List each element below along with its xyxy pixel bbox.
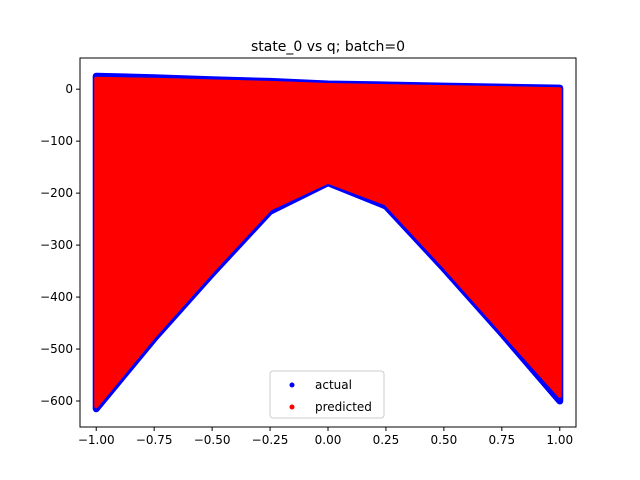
legend-label-predicted: predicted — [315, 400, 372, 414]
y-tick-label: −400 — [40, 290, 73, 304]
legend-label-actual: actual — [315, 378, 352, 392]
x-tick-label: 0.25 — [373, 433, 400, 447]
y-tick-label: 0 — [65, 82, 73, 96]
y-axis: 0 −100 −200 −300 −400 −500 −600 — [40, 82, 80, 408]
plot-area: −1.00 −0.75 −0.50 −0.25 0.00 0.25 0.50 0.75 1.00… — [40, 57, 577, 447]
legend: actual predicted — [269, 370, 385, 419]
legend-box — [269, 370, 385, 419]
x-tick-label: −0.50 — [194, 433, 231, 447]
series-layer — [92, 72, 564, 413]
legend-marker-predicted — [289, 404, 295, 410]
chart-title: state_0 vs q; batch=0 — [251, 39, 405, 55]
x-tick-label: 0.50 — [431, 433, 458, 447]
y-tick-label: −100 — [40, 134, 73, 148]
x-tick-label: 0.00 — [315, 433, 342, 447]
x-tick-label: −0.75 — [136, 433, 173, 447]
x-tick-label: 0.75 — [488, 433, 515, 447]
x-axis: −1.00 −0.75 −0.50 −0.25 0.00 0.25 0.50 0.75 1.00 — [78, 427, 573, 447]
series-predicted-points — [94, 76, 562, 409]
y-tick-label: −200 — [40, 186, 73, 200]
y-tick-label: −300 — [40, 238, 73, 252]
x-tick-label: −1.00 — [78, 433, 115, 447]
y-tick-label: −600 — [40, 394, 73, 408]
x-tick-label: −0.25 — [252, 433, 289, 447]
legend-marker-actual — [289, 382, 295, 388]
y-tick-label: −500 — [40, 342, 73, 356]
x-tick-label: 1.00 — [546, 433, 573, 447]
